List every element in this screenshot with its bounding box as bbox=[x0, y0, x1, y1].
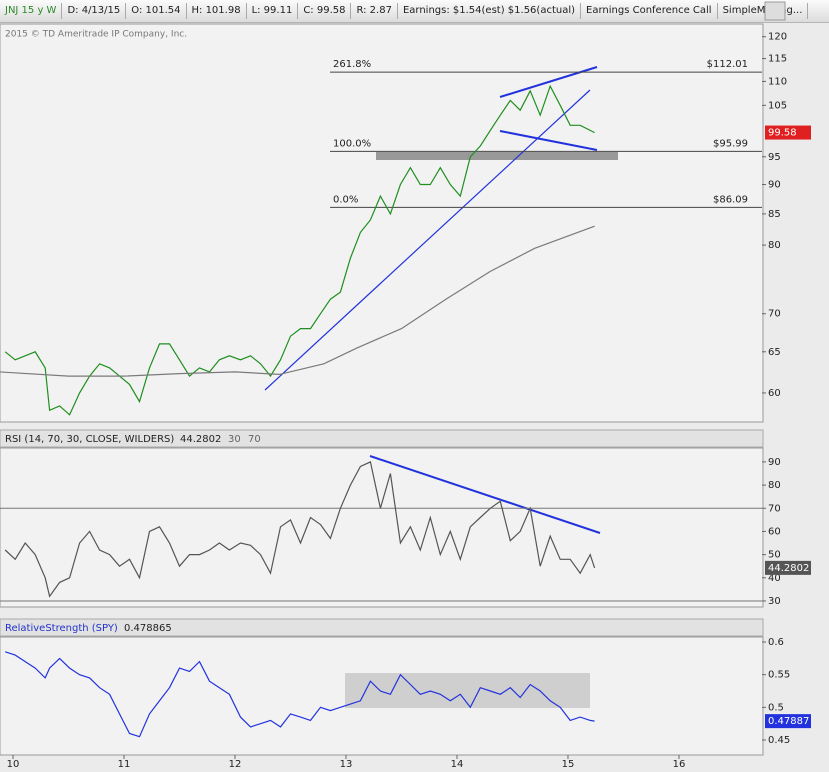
fib-value-label: $112.01 bbox=[707, 59, 748, 70]
y-tick-label: 85 bbox=[768, 209, 781, 220]
high: H: 101.98 bbox=[187, 3, 247, 19]
series-line bbox=[0, 225, 595, 377]
trend-line bbox=[369, 455, 601, 534]
last-value-box bbox=[765, 714, 811, 729]
x-tick-label: 12 bbox=[229, 759, 242, 770]
last-value-box bbox=[765, 125, 811, 140]
fib-label: 100.0% bbox=[333, 138, 371, 149]
rsi-panel bbox=[0, 447, 764, 608]
x-tick-label: 13 bbox=[340, 759, 353, 770]
fib-value-label: $86.09 bbox=[713, 194, 748, 205]
y-tick-label: 110 bbox=[768, 76, 787, 87]
fib-value-label: $95.99 bbox=[713, 138, 748, 149]
last-value-label: 99.58 bbox=[768, 128, 797, 139]
y-tick-label: 60 bbox=[768, 526, 781, 537]
series-line bbox=[5, 651, 595, 738]
rs-value: 0.478865 bbox=[124, 623, 172, 634]
rsi-title: RSI (14, 70, 30, CLOSE, WILDERS) bbox=[5, 434, 174, 445]
range-band bbox=[345, 673, 590, 708]
earnings: Earnings: $1.54(est) $1.56(actual) bbox=[398, 3, 582, 19]
rs-title: RelativeStrength (SPY) bbox=[5, 623, 118, 634]
copyright: 2015 © TD Ameritrade IP Company, Inc. bbox=[5, 30, 187, 40]
fib-label: 0.0% bbox=[333, 194, 358, 205]
y-tick-label: 0.5 bbox=[768, 702, 784, 713]
conference-call[interactable]: Earnings Conference Call bbox=[581, 3, 718, 19]
x-tick-label: 15 bbox=[562, 759, 575, 770]
y-tick-label: 105 bbox=[768, 100, 787, 111]
header-bar: JNJ 15 y W D: 4/13/15 O: 101.54 H: 101.9… bbox=[0, 0, 829, 23]
y-tick-label: 0.55 bbox=[768, 670, 790, 681]
settings-button[interactable] bbox=[764, 1, 786, 21]
price-panel bbox=[0, 23, 764, 423]
range: R: 2.87 bbox=[351, 3, 398, 19]
support-band bbox=[376, 152, 618, 160]
rs-header bbox=[0, 618, 764, 637]
symbol[interactable]: JNJ 15 y W bbox=[0, 3, 63, 19]
last-value-label: 0.47887 bbox=[768, 716, 809, 727]
y-tick-label: 0.45 bbox=[768, 735, 790, 746]
series-line bbox=[4, 461, 596, 598]
y-tick-label: 80 bbox=[768, 240, 781, 251]
rsi-value: 44.2802 bbox=[180, 434, 221, 445]
date: D: 4/13/15 bbox=[62, 3, 127, 19]
x-tick-label: 10 bbox=[7, 759, 20, 770]
x-tick-label: 14 bbox=[451, 759, 464, 770]
y-tick-label: 40 bbox=[768, 573, 781, 584]
y-tick-label: 95 bbox=[768, 152, 781, 163]
rsi-oversold: 30 bbox=[228, 434, 241, 445]
x-tick-label: 11 bbox=[118, 759, 131, 770]
x-tick-label: 16 bbox=[673, 759, 686, 770]
y-tick-label: 60 bbox=[768, 388, 781, 399]
y-tick-label: 90 bbox=[768, 457, 781, 468]
y-tick-label: 90 bbox=[768, 180, 781, 191]
rsi-header bbox=[0, 429, 764, 448]
trend-line bbox=[264, 89, 591, 391]
y-tick-label: 120 bbox=[768, 32, 787, 43]
fib-label: 261.8% bbox=[333, 59, 371, 70]
rsi-overbought: 70 bbox=[248, 434, 261, 445]
y-tick-label: 30 bbox=[768, 596, 781, 607]
y-tick-label: 70 bbox=[768, 503, 781, 514]
y-tick-label: 70 bbox=[768, 309, 781, 320]
open: O: 101.54 bbox=[126, 3, 187, 19]
y-tick-label: 0.6 bbox=[768, 637, 784, 648]
close: C: 99.58 bbox=[298, 3, 352, 19]
low: L: 99.11 bbox=[247, 3, 299, 19]
last-value-label: 44.2802 bbox=[768, 563, 809, 574]
y-tick-label: 115 bbox=[768, 54, 787, 65]
study[interactable]: SimpleMoving... bbox=[718, 3, 809, 19]
trend-line bbox=[499, 130, 598, 151]
y-tick-label: 50 bbox=[768, 550, 781, 561]
y-tick-label: 80 bbox=[768, 480, 781, 491]
series-line bbox=[4, 84, 595, 416]
y-tick-label: 65 bbox=[768, 347, 781, 358]
last-value-box bbox=[765, 560, 811, 575]
